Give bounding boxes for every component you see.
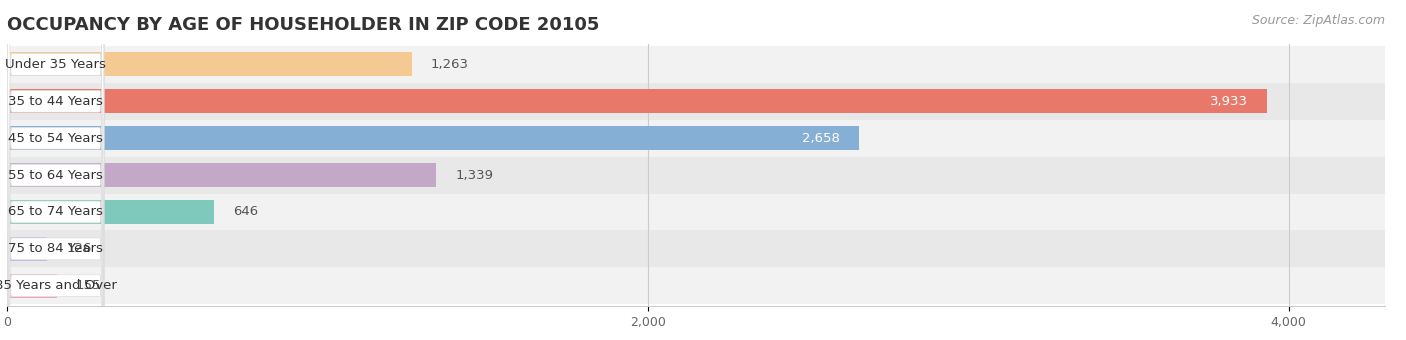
Text: 1,339: 1,339 <box>456 169 494 182</box>
Bar <box>7 157 1385 193</box>
FancyBboxPatch shape <box>7 0 104 340</box>
Text: OCCUPANCY BY AGE OF HOUSEHOLDER IN ZIP CODE 20105: OCCUPANCY BY AGE OF HOUSEHOLDER IN ZIP C… <box>7 16 599 34</box>
Text: 65 to 74 Years: 65 to 74 Years <box>8 205 103 219</box>
Text: 646: 646 <box>233 205 259 219</box>
Bar <box>7 120 1385 157</box>
FancyBboxPatch shape <box>7 0 104 340</box>
Bar <box>7 52 412 76</box>
Bar <box>7 126 859 150</box>
Bar <box>7 89 1267 113</box>
Text: 75 to 84 Years: 75 to 84 Years <box>8 242 103 255</box>
FancyBboxPatch shape <box>7 0 104 340</box>
Bar <box>7 193 1385 231</box>
Text: 155: 155 <box>76 279 101 292</box>
Text: Source: ZipAtlas.com: Source: ZipAtlas.com <box>1251 14 1385 27</box>
Text: 1,263: 1,263 <box>432 58 470 71</box>
FancyBboxPatch shape <box>7 0 104 340</box>
Bar <box>7 274 56 298</box>
Bar <box>7 163 436 187</box>
Bar <box>7 231 1385 267</box>
Bar <box>7 267 1385 304</box>
Text: 35 to 44 Years: 35 to 44 Years <box>8 95 103 108</box>
FancyBboxPatch shape <box>7 0 104 340</box>
Text: 85 Years and Over: 85 Years and Over <box>0 279 117 292</box>
Text: Under 35 Years: Under 35 Years <box>6 58 107 71</box>
Bar <box>7 46 1385 83</box>
Text: 126: 126 <box>66 242 91 255</box>
Bar <box>7 83 1385 120</box>
Text: 55 to 64 Years: 55 to 64 Years <box>8 169 103 182</box>
Text: 3,933: 3,933 <box>1211 95 1249 108</box>
Bar <box>7 200 214 224</box>
FancyBboxPatch shape <box>7 0 104 340</box>
Text: 45 to 54 Years: 45 to 54 Years <box>8 132 103 145</box>
FancyBboxPatch shape <box>7 0 104 340</box>
Bar <box>7 237 48 261</box>
Text: 2,658: 2,658 <box>801 132 839 145</box>
